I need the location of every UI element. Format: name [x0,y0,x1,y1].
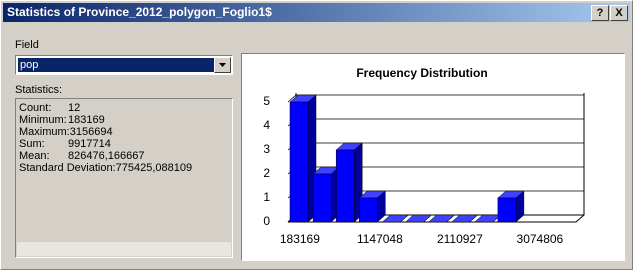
grid-line [287,118,584,127]
stat-value: 775425,088109 [115,162,193,174]
arrow-icon [219,63,226,67]
bar [358,190,386,223]
stat-value: 183169 [68,114,105,126]
y-tick-label: 3 [263,142,270,156]
y-tick-label: 2 [263,166,270,180]
stat-row: Maximum:3156694 [19,126,113,138]
close-button[interactable]: X [610,5,628,21]
stat-row: Sum: 9917714 [19,138,111,150]
chart-panel: Frequency Distribution 0 1 2 3 4 5 183169 114704… [241,53,625,261]
stat-label: Count: [19,102,52,114]
stat-label: Minimum: [19,114,67,126]
bar-front [312,173,332,223]
stat-label: Mean: [19,150,50,162]
bar-front [335,149,355,223]
y-tick-label: 0 [263,214,270,228]
stat-label: Sum: [19,138,45,150]
field-label: Field [15,39,39,51]
x-tick-label: 2110927 [437,232,483,246]
bar [404,214,433,223]
chart: Frequency Distribution 0 1 2 3 4 5 183169 114704… [263,66,585,246]
bar-top [404,214,433,223]
field-value: pop [18,58,214,72]
y-tick-label: 4 [263,118,270,132]
stat-row: Count: 12 [19,102,80,114]
x-tick-label: 3074806 [517,232,564,246]
title-bar: Statistics of Province_2012_polygon_Fogl… [3,3,630,22]
bar-front [359,197,378,223]
stat-row: Minimum:183169 [19,114,105,126]
bar [474,214,502,223]
stat-value: 826476,166667 [68,150,145,162]
statistics-label: Statistics: [15,84,63,96]
bar [427,214,456,223]
bar [381,214,410,223]
y-tick-label: 5 [263,94,270,108]
window-title: Statistics of Province_2012_polygon_Fogl… [7,5,272,19]
field-dropdown[interactable]: pop [15,55,233,75]
bar-top [474,214,502,223]
bar [312,166,340,223]
y-tick-label: 1 [263,190,270,204]
bar-front [497,197,517,223]
bar [335,142,363,223]
bar [289,94,317,223]
statistics-box: Count: 12 Minimum:183169 Maximum:3156694 Sum… [15,98,233,258]
stat-value: 9917714 [68,138,111,150]
stat-value: 3156694 [69,126,113,138]
arrow-glyph [219,63,226,67]
x-tick-label: 183169 [280,232,320,246]
bar-top [451,214,479,223]
bar-top [381,214,410,223]
stat-label: Maximum: [19,126,70,138]
bar [451,214,479,223]
help-button[interactable]: ? [591,5,609,21]
grid-line [287,94,584,103]
bar [497,190,525,223]
bar-top [427,214,456,223]
stat-row: Standard Deviation:775425,088109 [19,162,192,174]
horizontal-scrollbar[interactable] [17,242,231,256]
dropdown-arrow[interactable] [214,57,231,73]
stat-value: 12 [68,102,81,114]
stat-label: Standard Deviation: [19,162,116,174]
grid-line [287,142,584,151]
x-tick-label: 1147048 [357,232,403,246]
bar-front [289,101,309,223]
stat-row: Mean: 826476,166667 [19,150,144,162]
chart-title: Frequency Distribution [356,66,487,80]
